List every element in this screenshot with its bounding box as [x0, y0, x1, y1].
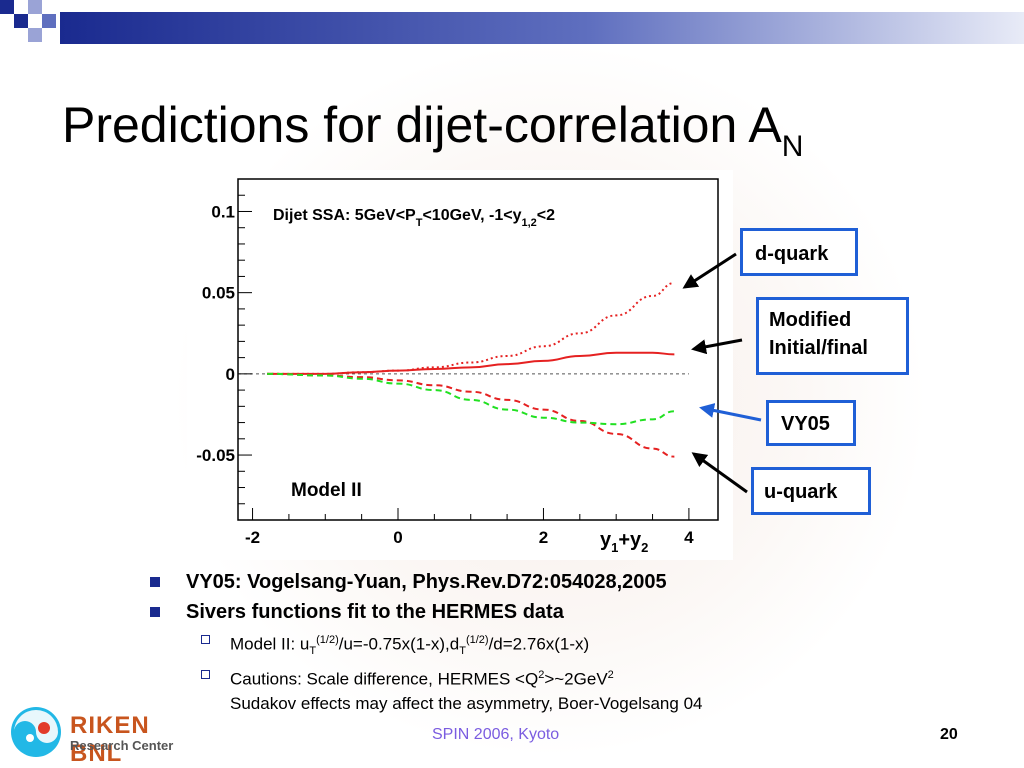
callout-u-quark-label: u-quark [764, 481, 838, 503]
series-line-u-quark [267, 372, 675, 458]
cautions-text-middle: >~2GeV [544, 669, 608, 689]
footer-conference: SPIN 2006, Kyoto [432, 726, 560, 743]
y-tick-label: -0.05 [196, 446, 235, 465]
x-tick-label: 0 [393, 528, 402, 547]
y-tick-label: 0 [226, 365, 235, 384]
page-number: 20 [940, 726, 958, 743]
hollow-square-bullet-icon [201, 635, 210, 644]
slide-title-main: Predictions for dijet-correlation A [62, 97, 782, 153]
plot-frame [237, 178, 719, 521]
subbullet-item-cautions: Cautions: Scale difference, HERMES <Q2>~… [148, 663, 948, 716]
callout-d-quark: d-quark [740, 228, 858, 276]
bullet-text: Sivers functions fit to the HERMES data [186, 601, 564, 623]
bullet-item: Sivers functions fit to the HERMES data [148, 598, 948, 628]
series-line-modified-initial-final [267, 351, 675, 375]
cautions-text-sup2: 2 [607, 669, 614, 682]
slide-title: Predictions for dijet-correlation AN [62, 96, 803, 164]
model-text-middle: /u=-0.75x(1-x),d [338, 634, 460, 654]
callout-modified: Modified Initial/final [756, 297, 909, 375]
x-axis-label: y1+y2 [600, 529, 648, 555]
bullet-text: VY05: Vogelsang-Yuan, Phys.Rev.D72:05402… [186, 571, 667, 593]
cautions-text-sup: 2 [538, 669, 545, 682]
x-axis-label-plus: +y [618, 529, 642, 551]
model-text-sub2: T [459, 645, 466, 658]
square-bullet-icon [150, 577, 160, 587]
cautions-text-line2: Sudakov effects may affect the asymmetry… [230, 693, 703, 713]
bullet-item: VY05: Vogelsang-Yuan, Phys.Rev.D72:05402… [148, 568, 948, 598]
x-tick-label: 4 [684, 528, 694, 547]
callout-modified-line2: Initial/final [769, 337, 868, 359]
y-tick-label: 0.05 [202, 284, 235, 303]
dijet-ssa-chart: -2 0 2 4 0.1 0.05 0 -0.05 Dijet SSA: 5GeV<PT<10… [196, 178, 719, 555]
chart-title-sub-1: T [416, 217, 423, 229]
riken-bnl-logo: RIKEN BNL Research Center [8, 704, 198, 767]
x-tick-label: 2 [539, 528, 548, 547]
corner-squares-decoration [0, 0, 80, 60]
square-bullet-icon [150, 607, 160, 617]
callout-vy05: VY05 [766, 400, 856, 446]
riken-swirl-icon [11, 707, 61, 757]
model-text-sup1: (1/2) [316, 634, 339, 646]
logo-text-research-center: Research Center [70, 738, 174, 753]
chart-annotation: Model II [291, 480, 362, 501]
model-text-suffix: /d=2.76x(1-x) [488, 634, 590, 654]
hollow-square-bullet-icon [201, 670, 210, 680]
chart-title: Dijet SSA: 5GeV<PT<10GeV, -1<y1,2<2 [273, 207, 555, 229]
subbullet-item-model: Model II: uT(1/2)/u=-0.75x(1-x),dT(1/2)/… [148, 628, 948, 663]
callout-modified-line1: Modified [769, 309, 852, 331]
x-tick-label: -2 [245, 528, 260, 547]
header-gradient-bar [60, 12, 1024, 44]
y-tick-label: 0.1 [211, 202, 235, 221]
x-axis-label-y: y [600, 529, 612, 551]
model-text-sub1: T [309, 645, 317, 658]
callout-vy05-label: VY05 [781, 413, 830, 435]
callout-d-quark-label: d-quark [755, 243, 829, 265]
logo-text-riken-bnl: RIKEN BNL [70, 712, 150, 767]
slide-title-subscript: N [781, 130, 804, 163]
cautions-text-prefix: Cautions: Scale difference, HERMES <Q [230, 669, 539, 689]
series-line-d-quark [267, 281, 675, 375]
bullet-list: VY05: Vogelsang-Yuan, Phys.Rev.D72:05402… [148, 568, 948, 716]
chart-title-part-1: Dijet SSA: 5GeV<P [273, 207, 416, 224]
x-axis-label-sub-1: 1 [611, 540, 618, 555]
chart-title-part-3: <2 [537, 207, 555, 224]
callout-u-quark: u-quark [751, 467, 871, 515]
model-text-sup2: (1/2) [465, 634, 489, 646]
chart-title-part-2: <10GeV, -1<y [422, 207, 521, 224]
series-line-vy05 [267, 372, 675, 426]
model-text-prefix: Model II: u [230, 634, 310, 654]
x-axis-label-sub-2: 2 [641, 540, 648, 555]
chart-title-sub-2: 1,2 [522, 217, 537, 229]
chart-panel: -2 0 2 4 0.1 0.05 0 -0.05 Dijet SSA: 5GeV<PT<10… [187, 170, 733, 560]
